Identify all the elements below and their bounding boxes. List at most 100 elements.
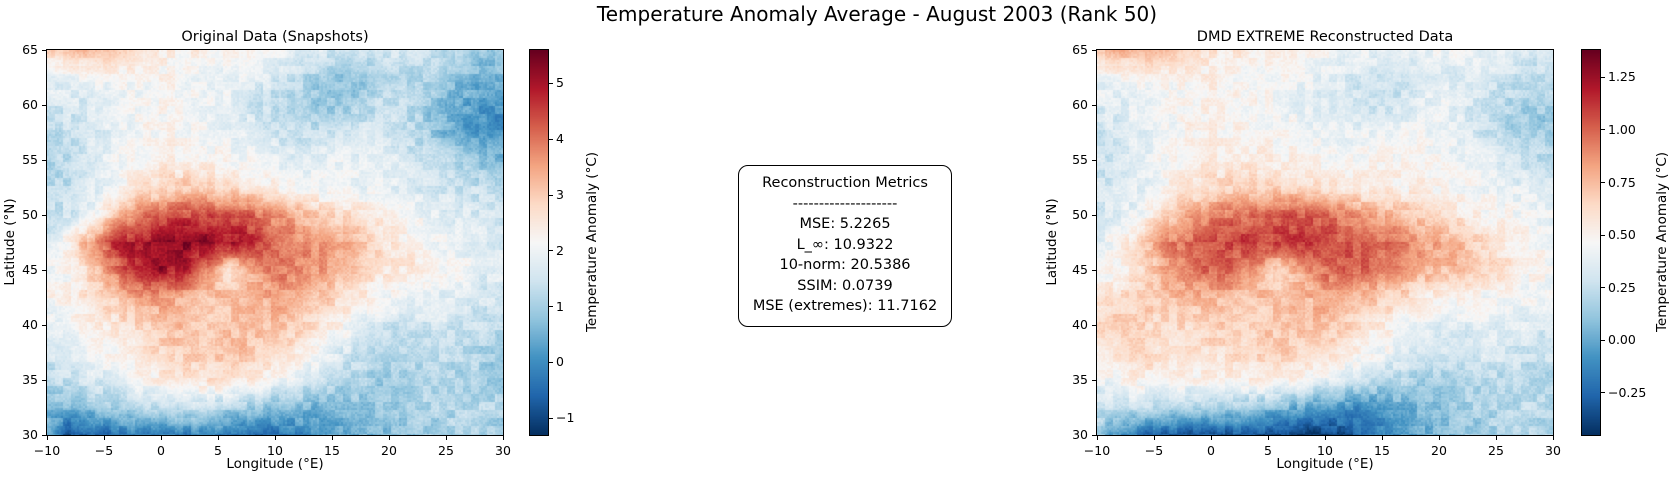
- reconstructed-y-tick-mark: [1092, 379, 1096, 381]
- reconstruction-metrics-box: Reconstruction Metrics -----------------…: [738, 165, 952, 327]
- reconstructed-y-tick-mark: [1092, 159, 1096, 161]
- reconstructed-x-tick-label: 15: [1374, 443, 1390, 458]
- original-colorbar-tick-mark: [549, 194, 553, 196]
- original-y-tick-label: 60: [22, 97, 38, 112]
- reconstructed-colorbar-tick-mark: [1601, 129, 1605, 131]
- original-x-tick-label: −10: [33, 443, 61, 458]
- original-y-tick-mark: [42, 104, 46, 106]
- original-x-tick-label: 30: [495, 443, 511, 458]
- original-y-tick-mark: [42, 214, 46, 216]
- reconstructed-y-tick-mark: [1092, 214, 1096, 216]
- metrics-title: Reconstruction Metrics: [762, 175, 928, 191]
- original-y-tick-mark: [42, 49, 46, 51]
- original-y-tick-label: 30: [22, 427, 38, 442]
- panel-original-title: Original Data (Snapshots): [181, 29, 369, 45]
- reconstructed-y-tick-label: 40: [1072, 317, 1088, 332]
- reconstructed-colorbar-tick-mark: [1601, 392, 1605, 394]
- reconstructed-x-tick-mark: [1438, 436, 1440, 440]
- reconstructed-y-tick-mark: [1092, 104, 1096, 106]
- reconstructed-colorbar-tick-label: 0.50: [1608, 227, 1636, 243]
- metric-mse-extremes: MSE (extremes): 11.7162: [752, 298, 938, 314]
- reconstructed-xaxis-label: Longitude (°E): [1276, 456, 1374, 472]
- original-x-tick-mark: [331, 436, 333, 440]
- original-colorbar: [529, 49, 549, 436]
- original-y-tick-label: 35: [22, 372, 38, 387]
- original-heatmap: [46, 49, 504, 436]
- original-y-tick-mark: [42, 159, 46, 161]
- reconstructed-x-tick-mark: [1210, 436, 1212, 440]
- original-colorbar-tick-label: 5: [556, 75, 564, 91]
- reconstructed-x-tick-mark: [1324, 436, 1326, 440]
- reconstructed-colorbar-tick-mark: [1601, 234, 1605, 236]
- reconstructed-x-tick-label: 10: [1317, 443, 1333, 458]
- metrics-divider: --------------------: [792, 195, 898, 212]
- original-colorbar-tick-mark: [549, 417, 553, 419]
- original-y-tick-label: 45: [22, 262, 38, 277]
- original-y-tick-mark: [42, 269, 46, 271]
- original-x-tick-mark: [217, 436, 219, 440]
- reconstructed-x-tick-mark: [1381, 436, 1383, 440]
- original-colorbar-tick-mark: [549, 138, 553, 140]
- figure-suptitle: Temperature Anomaly Average - August 200…: [596, 2, 1158, 26]
- reconstructed-colorbar-tick-label: 0.75: [1608, 174, 1636, 190]
- original-x-tick-label: 25: [438, 443, 454, 458]
- reconstructed-y-tick-label: 45: [1072, 262, 1088, 277]
- reconstructed-colorbar-label: Temperature Anomaly (°C): [1654, 151, 1670, 333]
- original-x-tick-label: 10: [267, 443, 283, 458]
- original-x-tick-label: 0: [157, 443, 165, 458]
- original-xaxis-label: Longitude (°E): [226, 456, 324, 472]
- reconstructed-y-tick-label: 65: [1072, 42, 1088, 57]
- reconstructed-y-tick-label: 30: [1072, 427, 1088, 442]
- original-colorbar-tick-label: −1: [556, 410, 575, 426]
- metric-mse: MSE: 5.2265: [799, 216, 891, 232]
- reconstructed-colorbar-tick-mark: [1601, 287, 1605, 289]
- reconstructed-x-tick-label: −5: [1144, 443, 1164, 458]
- reconstructed-colorbar-tick-mark: [1601, 339, 1605, 341]
- original-y-tick-label: 55: [22, 152, 38, 167]
- original-y-tick-label: 50: [22, 207, 38, 222]
- original-colorbar-tick-mark: [549, 361, 553, 363]
- original-colorbar-tick-label: 1: [556, 298, 564, 314]
- reconstructed-y-tick-mark: [1092, 324, 1096, 326]
- reconstructed-x-tick-mark: [1552, 436, 1554, 440]
- original-colorbar-tick-mark: [549, 306, 553, 308]
- reconstructed-x-tick-label: 0: [1207, 443, 1215, 458]
- metric-ssim: SSIM: 0.0739: [797, 277, 893, 294]
- reconstructed-y-tick-mark: [1092, 49, 1096, 51]
- reconstructed-x-tick-mark: [1267, 436, 1269, 440]
- original-colorbar-tick-label: 0: [556, 354, 564, 370]
- reconstructed-y-tick-mark: [1092, 269, 1096, 271]
- panel-reconstructed-title: DMD EXTREME Reconstructed Data: [1196, 29, 1454, 45]
- reconstructed-x-tick-label: 25: [1488, 443, 1504, 458]
- original-colorbar-tick-mark: [549, 250, 553, 252]
- original-colorbar-tick-mark: [549, 82, 553, 84]
- reconstructed-x-tick-mark: [1495, 436, 1497, 440]
- original-x-tick-mark: [502, 436, 504, 440]
- reconstructed-colorbar: [1581, 49, 1601, 436]
- reconstructed-heatmap: [1096, 49, 1554, 436]
- original-x-tick-mark: [46, 436, 48, 440]
- reconstructed-colorbar-tick-mark: [1601, 76, 1605, 78]
- reconstructed-x-tick-label: −10: [1083, 443, 1111, 458]
- original-colorbar-label: Temperature Anomaly (°C): [584, 151, 600, 333]
- original-colorbar-tick-label: 3: [556, 187, 564, 203]
- original-x-tick-mark: [103, 436, 105, 440]
- reconstructed-colorbar-tick-label: 0.25: [1608, 279, 1636, 295]
- original-colorbar-tick-label: 2: [556, 242, 564, 258]
- original-colorbar-tick-label: 4: [556, 131, 564, 147]
- reconstructed-colorbar-tick-mark: [1601, 182, 1605, 184]
- reconstructed-x-tick-label: 30: [1545, 443, 1561, 458]
- metric-linf: L_∞: 10.9322: [796, 236, 894, 253]
- reconstructed-x-tick-label: 5: [1264, 443, 1272, 458]
- original-x-tick-label: 20: [381, 443, 397, 458]
- reconstructed-colorbar-tick-label: 0.00: [1608, 332, 1636, 348]
- reconstructed-colorbar-tick-label: 1.25: [1608, 69, 1636, 85]
- original-y-tick-mark: [42, 324, 46, 326]
- reconstructed-y-tick-label: 60: [1072, 97, 1088, 112]
- reconstructed-y-tick-label: 50: [1072, 207, 1088, 222]
- reconstructed-y-tick-mark: [1092, 434, 1096, 436]
- reconstructed-colorbar-tick-label: 1.00: [1608, 121, 1636, 137]
- original-y-tick-mark: [42, 379, 46, 381]
- original-x-tick-label: 5: [214, 443, 222, 458]
